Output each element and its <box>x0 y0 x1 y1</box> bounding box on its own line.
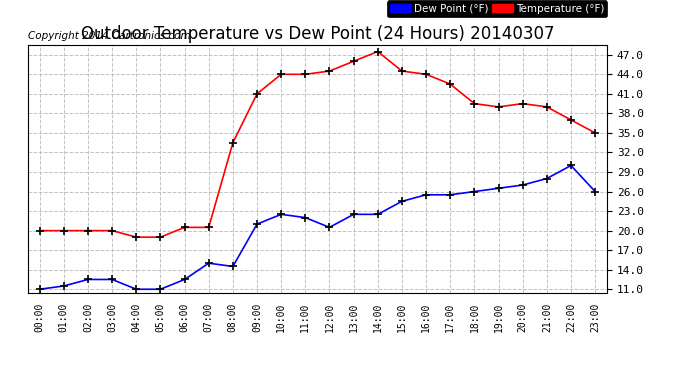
Title: Outdoor Temperature vs Dew Point (24 Hours) 20140307: Outdoor Temperature vs Dew Point (24 Hou… <box>81 26 554 44</box>
Legend: Dew Point (°F), Temperature (°F): Dew Point (°F), Temperature (°F) <box>387 0 607 17</box>
Text: Copyright 2014 Cartronics.com: Copyright 2014 Cartronics.com <box>28 32 190 41</box>
